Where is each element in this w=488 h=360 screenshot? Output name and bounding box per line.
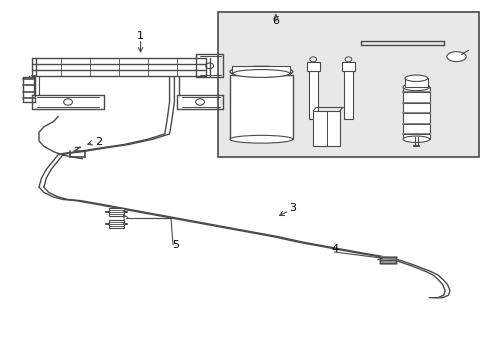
Text: 6: 6 <box>272 15 279 26</box>
Ellipse shape <box>233 69 289 77</box>
Ellipse shape <box>446 52 465 62</box>
Ellipse shape <box>402 84 429 91</box>
Text: 1: 1 <box>137 31 144 41</box>
Text: 5: 5 <box>172 240 179 250</box>
Text: 3: 3 <box>289 203 296 213</box>
Bar <box>404 78 427 87</box>
FancyBboxPatch shape <box>218 12 478 157</box>
Bar <box>308 64 317 119</box>
Bar <box>229 75 292 139</box>
Bar <box>108 220 124 228</box>
Text: 4: 4 <box>331 244 338 254</box>
Bar <box>232 66 290 75</box>
Bar <box>342 62 354 71</box>
Bar <box>306 62 319 71</box>
Bar <box>344 64 352 119</box>
Bar <box>108 208 124 216</box>
Text: 2: 2 <box>95 137 102 147</box>
Ellipse shape <box>402 136 429 143</box>
Ellipse shape <box>229 66 292 77</box>
Bar <box>402 87 429 139</box>
Bar <box>313 111 339 146</box>
Ellipse shape <box>404 75 427 81</box>
Ellipse shape <box>229 135 292 143</box>
